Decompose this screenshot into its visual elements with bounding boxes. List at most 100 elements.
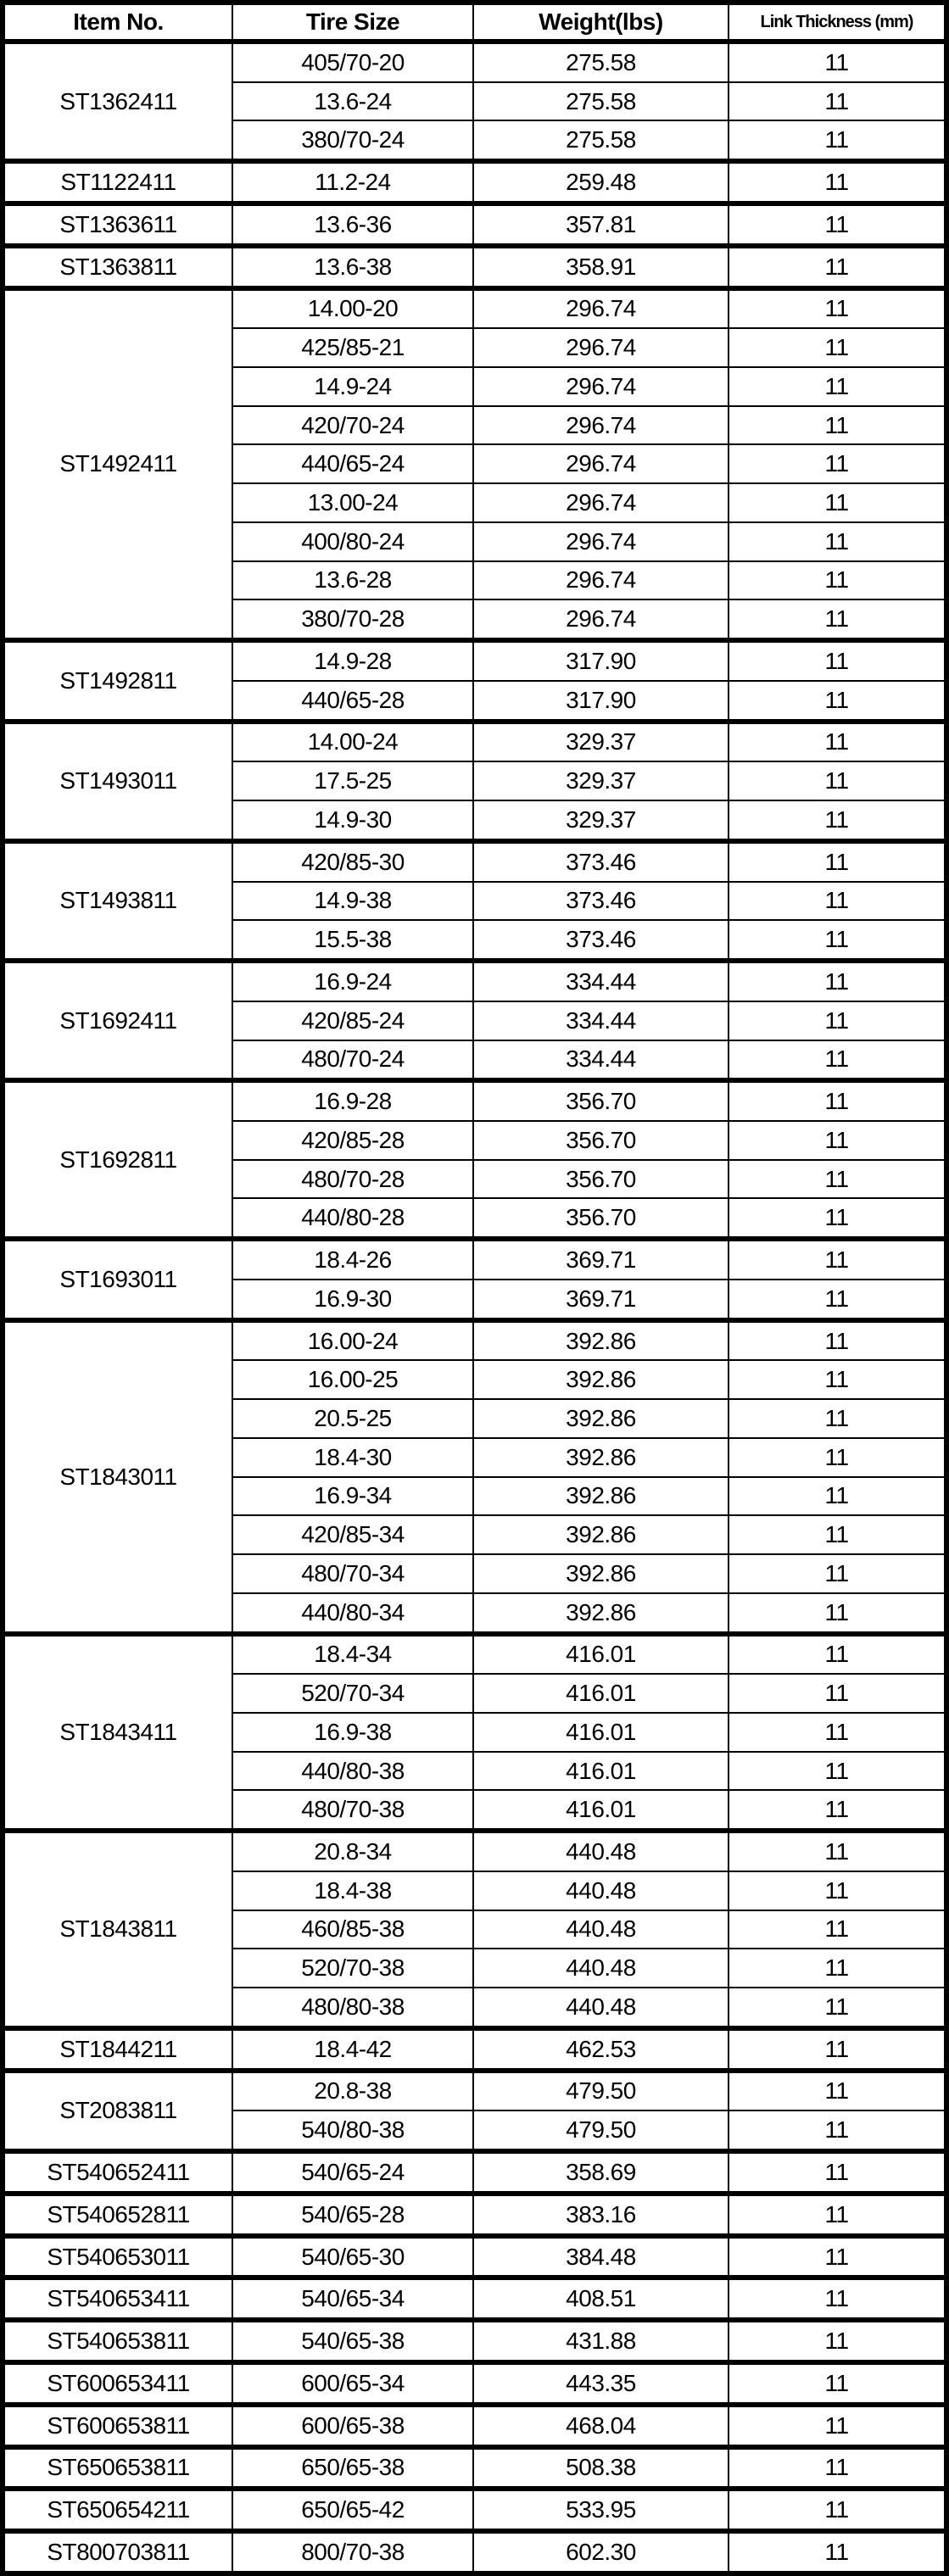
tire-size-cell: 14.9-38 — [232, 880, 474, 922]
link-thickness-cell: 11 — [728, 404, 947, 446]
table-row: 480/80-38 440.48 11 — [3, 1987, 947, 2029]
tire-size-cell: 13.6-28 — [232, 560, 474, 601]
link-thickness-cell: 11 — [728, 159, 947, 204]
item-no-cell: ST1492811 — [2, 638, 233, 722]
link-thickness-cell: 11 — [728, 761, 947, 802]
weight-cell: 508.38 — [472, 2444, 729, 2490]
link-thickness-cell: 11 — [728, 1236, 947, 1280]
item-no-cell: ST540653811 — [2, 2317, 233, 2363]
table-row: ST1843811 20.8-34 440.48 11 — [2, 1828, 947, 2029]
link-thickness-cell: 11 — [728, 1789, 947, 1832]
table-row: 520/70-38 440.48 11 — [3, 1948, 947, 1989]
weight-cell: 296.74 — [472, 404, 729, 446]
link-thickness-cell: 11 — [728, 2317, 947, 2363]
link-thickness-cell: 11 — [728, 2529, 947, 2574]
weight-cell: 296.74 — [472, 443, 729, 485]
tire-size-cell: 380/70-24 — [232, 120, 474, 163]
table-row: 18.4-30 392.86 11 — [3, 1436, 947, 1478]
tire-size-cell: 15.5-38 — [232, 919, 474, 962]
table-row: ST1844211 18.4-42 462.53 11 — [2, 2025, 947, 2071]
item-no-cell: ST1122411 — [2, 159, 233, 204]
table-row: 16.9-30 369.71 11 — [3, 1278, 947, 1321]
weight-cell: 440.48 — [472, 1948, 729, 1989]
item-no-cell: ST1363611 — [2, 201, 233, 247]
tire-size-cell: 16.9-30 — [232, 1278, 474, 1321]
tire-size-cell: 440/65-24 — [232, 443, 474, 485]
tire-size-cell: 17.5-25 — [232, 761, 474, 802]
link-thickness-cell: 11 — [728, 443, 947, 485]
header-weight: Weight(lbs) — [472, 2, 729, 44]
table-row: ST800703811 800/70-38 602.30 11 — [2, 2529, 947, 2574]
link-thickness-cell: 11 — [728, 1120, 947, 1161]
table-row: ST540653411 540/65-34 408.51 11 — [2, 2275, 947, 2322]
table-row: 420/85-24 334.44 11 — [3, 1000, 947, 1041]
weight-cell: 533.95 — [472, 2486, 729, 2533]
tire-size-cell: 480/70-24 — [232, 1039, 474, 1082]
weight-cell: 440.48 — [472, 1828, 729, 1872]
link-thickness-cell: 11 — [728, 838, 947, 883]
tire-size-cell: 540/65-30 — [232, 2233, 474, 2279]
weight-cell: 334.44 — [472, 1000, 729, 1041]
link-thickness-cell: 11 — [728, 120, 947, 163]
link-thickness-cell: 11 — [728, 2025, 947, 2071]
link-thickness-cell: 11 — [728, 285, 947, 330]
link-thickness-cell: 11 — [728, 2110, 947, 2153]
tire-size-cell: 520/70-38 — [232, 1948, 474, 1989]
link-thickness-cell: 11 — [728, 1359, 947, 1401]
weight-cell: 416.01 — [472, 1673, 729, 1714]
weight-cell: 356.70 — [472, 1078, 729, 1122]
table-row: 13.6-24 275.58 11 — [3, 81, 947, 122]
link-thickness-cell: 11 — [728, 2444, 947, 2490]
table-row: 17.5-25 329.37 11 — [3, 761, 947, 802]
link-thickness-cell: 11 — [728, 521, 947, 562]
tire-size-cell: 16.9-24 — [232, 958, 474, 1002]
table-row: 460/85-38 440.48 11 — [3, 1909, 947, 1950]
link-thickness-cell: 11 — [728, 599, 947, 642]
tire-size-cell: 14.9-24 — [232, 366, 474, 407]
link-thickness-cell: 11 — [728, 1631, 947, 1676]
weight-cell: 329.37 — [472, 761, 729, 802]
tire-size-cell: 18.4-42 — [232, 2025, 474, 2071]
table-row: ST1122411 11.2-24 259.48 11 — [2, 159, 947, 204]
table-row: 480/70-38 416.01 11 — [3, 1789, 947, 1832]
link-thickness-cell: 11 — [728, 919, 947, 962]
item-no-cell: ST600653411 — [2, 2360, 233, 2406]
table-row: 13.6-28 296.74 11 — [3, 560, 947, 601]
table-row: ST540653811 540/65-38 431.88 11 — [2, 2317, 947, 2363]
header-row: Item No. Tire Size Weight(lbs) Link Thic… — [2, 2, 947, 44]
table-row: 425/85-21 296.74 11 — [3, 327, 947, 369]
link-thickness-cell: 11 — [728, 1592, 947, 1635]
weight-cell: 373.46 — [472, 919, 729, 962]
link-thickness-cell: 11 — [728, 1828, 947, 1872]
weight-cell: 602.30 — [472, 2529, 729, 2574]
item-no-cell: ST1692411 — [2, 958, 233, 1082]
tire-size-cell: 13.6-38 — [232, 243, 474, 289]
tire-size-cell: 13.6-36 — [232, 201, 474, 247]
tire-size-cell: 480/70-34 — [232, 1553, 474, 1594]
item-no-cell: ST540652411 — [2, 2149, 233, 2194]
weight-cell: 416.01 — [472, 1789, 729, 1832]
table-row: ST600653811 600/65-38 468.04 11 — [2, 2401, 947, 2448]
table-row: ST540652811 540/65-28 383.16 11 — [2, 2190, 947, 2237]
weight-cell: 462.53 — [472, 2025, 729, 2071]
tire-size-cell: 420/85-28 — [232, 1120, 474, 1161]
table-row: 13.00-24 296.74 11 — [3, 482, 947, 523]
weight-cell: 356.70 — [472, 1197, 729, 1241]
tire-size-cell: 14.00-24 — [232, 718, 474, 763]
weight-cell: 440.48 — [472, 1909, 729, 1950]
table-row: 480/70-24 334.44 11 — [3, 1039, 947, 1082]
tire-size-cell: 440/80-38 — [232, 1750, 474, 1792]
item-no-cell: ST540653411 — [2, 2275, 233, 2322]
link-thickness-cell: 11 — [728, 1553, 947, 1594]
tire-size-cell: 440/65-28 — [232, 679, 474, 722]
link-thickness-cell: 11 — [728, 1197, 947, 1241]
link-thickness-cell: 11 — [728, 1436, 947, 1478]
link-thickness-cell: 11 — [728, 243, 947, 289]
table-row: 15.5-38 373.46 11 — [3, 919, 947, 962]
table-row: 420/85-34 392.86 11 — [3, 1514, 947, 1556]
weight-cell: 468.04 — [472, 2401, 729, 2448]
link-thickness-cell: 11 — [728, 1870, 947, 1911]
tire-size-cell: 13.00-24 — [232, 482, 474, 523]
tire-size-cell: 16.9-28 — [232, 1078, 474, 1122]
tire-size-cell: 440/80-34 — [232, 1592, 474, 1635]
